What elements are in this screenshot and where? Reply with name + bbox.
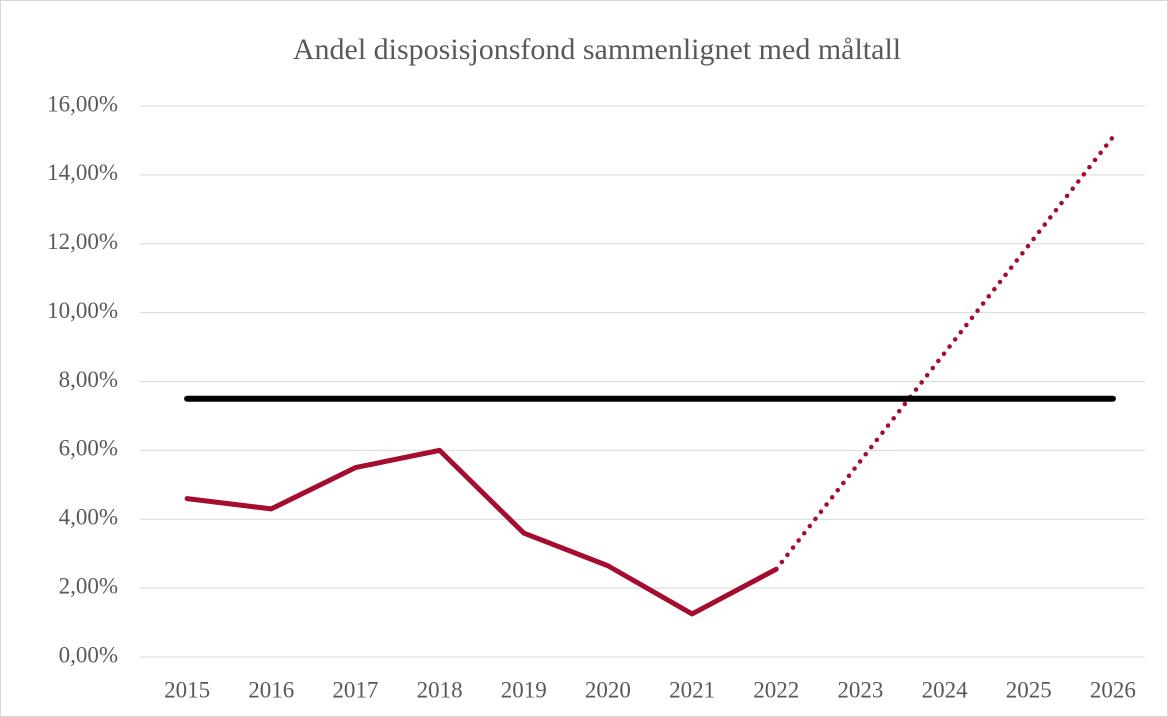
x-tick-label: 2021 xyxy=(669,677,715,702)
y-tick-label: 14,00% xyxy=(47,160,118,185)
y-tick-label: 16,00% xyxy=(47,91,118,116)
y-tick-label: 10,00% xyxy=(47,298,118,323)
y-tick-label: 2,00% xyxy=(59,573,118,598)
line-series xyxy=(184,447,779,617)
x-tick-label: 2015 xyxy=(164,677,210,702)
x-tick-label: 2022 xyxy=(753,677,799,702)
x-tick-label: 2019 xyxy=(501,677,547,702)
y-tick-label: 8,00% xyxy=(59,367,118,392)
y-tick-label: 0,00% xyxy=(59,642,118,667)
x-tick-label: 2020 xyxy=(585,677,631,702)
x-tick-label: 2017 xyxy=(332,677,378,702)
x-tick-label: 2026 xyxy=(1090,677,1136,702)
x-tick-label: 2016 xyxy=(248,677,294,702)
y-tick-label: 12,00% xyxy=(47,229,118,254)
chart-title: Andel disposisjonsfond sammenlignet med … xyxy=(293,33,901,66)
x-tick-label: 2018 xyxy=(417,677,463,702)
y-tick-label: 4,00% xyxy=(59,505,118,530)
x-tick-label: 2023 xyxy=(837,677,883,702)
x-tick-label: 2024 xyxy=(922,677,969,702)
line-series xyxy=(774,134,1116,572)
x-tick-label: 2025 xyxy=(1006,677,1052,702)
y-tick-label: 6,00% xyxy=(59,436,118,461)
